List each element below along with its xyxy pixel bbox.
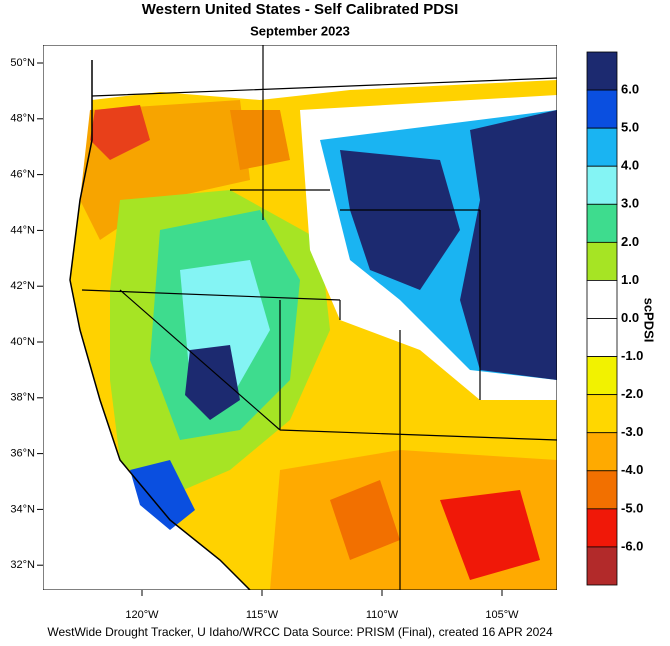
lat-label: 44°N [10,224,35,236]
colorbar-label: -2.0 [621,386,643,401]
colorbar-label: -5.0 [621,500,643,515]
colorbar-label: 6.0 [621,82,639,97]
map-field [43,45,557,590]
colorbar-label: 3.0 [621,196,639,211]
colorbar-bin [586,432,618,472]
colorbar-label: -1.0 [621,348,643,363]
colorbar-bin [586,356,618,396]
colorbar-bin [586,508,618,548]
colorbar-bin [586,127,618,167]
colorbar: 6.0 5.0 4.0 3.0 2.0 1.0 0.0 -1.0 -2.0 -3.0 -4.0 -5.… [586,51,643,586]
colorbar-label: 1.0 [621,272,639,287]
colorbar-label: 4.0 [621,158,639,173]
colorbar-bin [586,51,618,91]
colorbar-bin [586,280,618,319]
colorbar-title: scPDSI [642,298,657,343]
lon-label: 110°W [366,609,399,621]
colorbar-label: 5.0 [621,120,639,135]
colorbar-label: -6.0 [621,538,643,553]
colorbar-bin [586,241,618,281]
longitude-labels: 120°W 115°W 110°W 105°W [125,590,519,621]
lat-label: 40°N [10,336,35,348]
colorbar-bin [586,318,618,357]
lat-label: 38°N [10,392,35,404]
lon-label: 105°W [485,609,519,621]
colorbar-label: -4.0 [621,462,643,477]
colorbar-label: 0.0 [621,310,639,325]
lat-label: 34°N [10,503,35,515]
colorbar-bin [586,546,618,586]
latitude-labels: 50°N 48°N 46°N 44°N 42°N 40°N 38°N 36°N 34°N 32°N [10,57,43,571]
lon-label: 120°W [125,609,159,621]
colorbar-bin [586,394,618,434]
lon-label: 115°W [246,609,279,621]
lat-label: 36°N [10,448,35,460]
colorbar-label: 2.0 [621,234,639,249]
colorbar-bin [586,470,618,510]
lat-label: 32°N [10,559,35,571]
lat-label: 42°N [10,280,35,292]
colorbar-bin [586,165,618,205]
colorbar-label: -3.0 [621,424,643,439]
credit: WestWide Drought Tracker, U Idaho/WRCC D… [47,625,553,639]
subtitle: September 2023 [250,23,350,38]
lat-label: 48°N [10,113,35,125]
colorbar-bin [586,203,618,243]
lat-label: 50°N [10,57,35,69]
title: Western United States - Self Calibrated … [142,1,458,18]
colorbar-bin [586,89,618,129]
lat-label: 46°N [10,169,35,181]
